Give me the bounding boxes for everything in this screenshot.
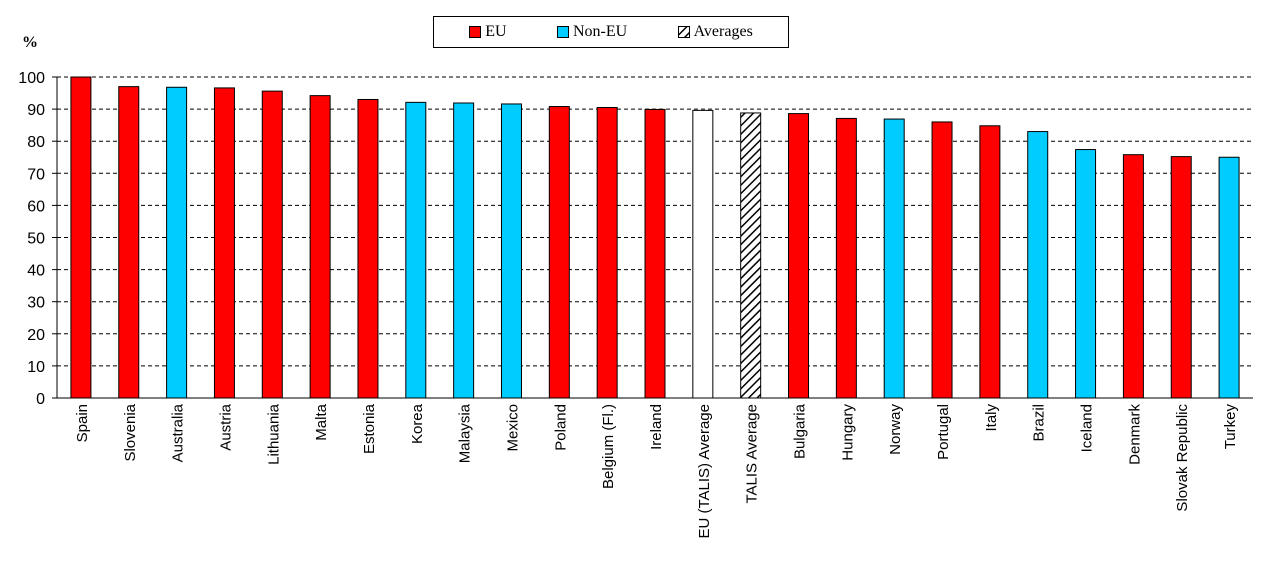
bar-estonia [357,98,379,399]
bar-belgium-fl [596,106,618,399]
y-tick-label: 50 [27,231,45,248]
bar-slovak-republic [1170,156,1192,399]
x-tick-label: Australia [170,403,187,462]
eu-swatch-icon [469,26,482,38]
bar-bulgaria [788,113,810,399]
bar-malaysia [453,102,475,399]
y-tick-label: 80 [27,134,45,151]
y-tick-label: 40 [27,263,45,280]
legend-item-averages: Averages [677,23,753,41]
x-tick-label: Bulgaria [792,403,809,459]
x-tick-label: Turkey [1222,404,1239,450]
legend-label-non-eu: Non-EU [572,23,628,40]
bar-lithuania [261,90,283,399]
bar-iceland [1075,149,1097,399]
axes [52,76,1253,399]
x-tick-label: Korea [409,403,426,444]
x-tick-label: Malta [313,403,330,440]
x-tick-label: Slovenia [122,403,139,461]
bar-norway [883,118,905,399]
x-tick-label: Iceland [1079,404,1096,452]
x-tick-label: Belgium (Fl.) [600,404,617,489]
legend-item-non-eu: Non-EU [556,23,628,41]
y-tick-label: 60 [27,198,45,215]
x-tick-label: Ireland [648,404,665,450]
bar-ireland [644,108,666,399]
bar-talis-average [740,112,762,399]
x-tick-label: Austria [217,403,234,450]
x-tick-label: Italy [983,404,1000,432]
x-tick-label: Spain [74,404,91,442]
y-tick-labels: 0 10 20 30 40 50 60 70 80 90 100 [18,70,45,408]
bar-spain [70,76,92,399]
bar-italy [979,125,1001,399]
x-tick-label: Norway [887,404,904,455]
averages-swatch-icon [677,26,690,38]
bar-eu-talis-average [692,109,714,399]
x-tick-label: EU (TALIS) Average [696,404,713,539]
bar-malta [309,95,331,399]
bars [70,76,1240,399]
legend-item-eu: EU [469,23,507,41]
x-tick-label: Slovak Republic [1174,404,1191,512]
bar-australia [166,86,188,399]
legend: EU Non-EU Averages [433,16,789,48]
bar-turkey [1218,156,1240,399]
y-axis-unit-label: % [22,34,38,51]
y-tick-label: 90 [27,102,45,119]
y-tick-label: 100 [18,70,45,87]
bar-denmark [1122,154,1144,399]
y-tick-label: 20 [27,327,45,344]
x-tick-label: Denmark [1126,404,1143,465]
x-tick-label: TALIS Average [744,404,761,504]
x-tick-label: Lithuania [265,403,282,465]
bar-brazil [1027,131,1049,399]
x-tick-label: Poland [552,404,569,451]
x-tick-label: Malaysia [457,403,474,463]
y-tick-label: 10 [27,359,45,376]
non-eu-swatch-icon [556,26,569,38]
bar-poland [548,106,570,399]
bar-portugal [931,121,953,399]
legend-label-eu: EU [485,23,507,40]
x-tick-label: Hungary [839,404,856,461]
bar-hungary [835,117,857,399]
x-tick-label: Portugal [935,404,952,460]
x-tick-labels: Spain Slovenia Australia Austria Lithuania Ma… [74,403,1239,538]
y-tick-label: 30 [27,295,45,312]
bar-slovenia [118,86,140,399]
y-tick-label: 70 [27,166,45,183]
legend-label-averages: Averages [693,23,753,40]
bar-mexico [500,103,522,399]
bar-austria [213,87,235,399]
y-tick-label: 0 [36,391,45,408]
bar-korea [405,101,427,399]
x-tick-label: Brazil [1031,404,1048,442]
x-tick-label: Mexico [504,404,521,452]
x-tick-label: Estonia [361,403,378,454]
